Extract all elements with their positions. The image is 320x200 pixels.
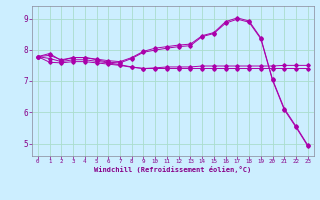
X-axis label: Windchill (Refroidissement éolien,°C): Windchill (Refroidissement éolien,°C) [94,166,252,173]
